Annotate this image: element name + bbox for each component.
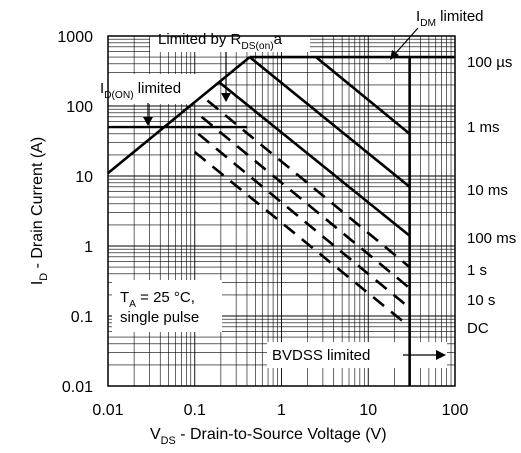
id-on-label-bg [97,74,215,104]
grid [97,3,510,387]
rds-on-label: Limited by RDS(on)a [158,31,283,52]
idm-label: IDM limited [416,8,484,29]
series-line-10-ms [218,81,411,237]
series-line-100-ms [206,99,411,269]
x-tick-label: 0.01 [92,402,123,419]
conditions-line1-part: A [129,299,136,310]
id-on-label: ID(ON) limited [100,80,181,101]
rds-arrow-head [221,93,231,102]
id-on-label-part: I [100,80,104,97]
annotations: 100 µs 1 ms 10 ms 100 ms 1 s 10 s DC Limited by… [29,8,516,447]
y-tick-label: 0.01 [62,379,93,396]
conditions-bg [112,280,222,332]
id-on-label-part: limited [134,80,182,97]
series-line-100-s [315,56,411,135]
x-axis-title: VDS - Drain-to-Source Voltage (V) [150,426,387,447]
bvdss-arrow-head [436,350,446,360]
idm-arrow-line [393,27,419,56]
y-tick-label: 1000 [57,29,93,46]
x-tick-label: 10 [359,402,377,419]
series-label: DC [467,320,489,337]
y-axis-title-part: I [29,281,46,285]
series-label: 100 µs [467,54,512,71]
conditions-line1: TA = 25 °C, [120,289,195,310]
x-axis-title-part: DS [161,435,176,447]
idm-label-bg [412,3,506,31]
series-line-1-ms [248,56,411,188]
series-label: 1 s [467,262,487,279]
conditions-line2: single pulse [120,309,199,326]
conditions-line1-part: T [120,289,129,306]
idm-label-part: I [416,8,420,25]
idm-label-part: limited [436,8,484,25]
rds-on-label-part: Limited by R [158,31,242,48]
series-label: 100 ms [467,230,516,247]
idm-arrow-head [390,50,399,60]
rds-on-label-part: DS(on) [241,41,273,52]
y-tick-label: 1 [84,239,93,256]
series-labels-bg [464,50,510,350]
rds-label-bg [150,26,310,52]
series-label: 10 ms [467,182,508,199]
conditions-line1-part: = 25 °C, [136,289,195,306]
y-axis-title-part: - Drain Current (A) [29,137,46,273]
series-label: 10 s [467,292,495,309]
plot-frame [107,35,456,387]
tick-labels: 0.01 0.1 1 10 100 0.01 0.1 1 10 100 1000 [57,29,468,419]
x-tick-label: 1 [277,402,286,419]
bvdss-label: BVDSS limited [272,347,370,364]
y-tick-label: 100 [66,99,93,116]
id-on-arrow-head [143,117,153,126]
rds-on-label-part: a [274,31,283,48]
idm-label-part: DM [420,18,436,29]
y-axis-title: ID - Drain Current (A) [29,137,50,285]
x-axis-title-part: V [150,426,161,443]
y-tick-label: 10 [75,169,93,186]
series-label: 1 ms [467,119,500,136]
y-tick-label: 0.1 [71,309,93,326]
x-axis-title-part: - Drain-to-Source Voltage (V) [176,426,387,443]
id-on-label-part: D(ON) [104,90,133,101]
series-line-dc [193,151,411,328]
x-tick-label: 0.1 [184,402,206,419]
y-axis-title-part: D [38,273,50,281]
x-tick-label: 100 [442,402,469,419]
